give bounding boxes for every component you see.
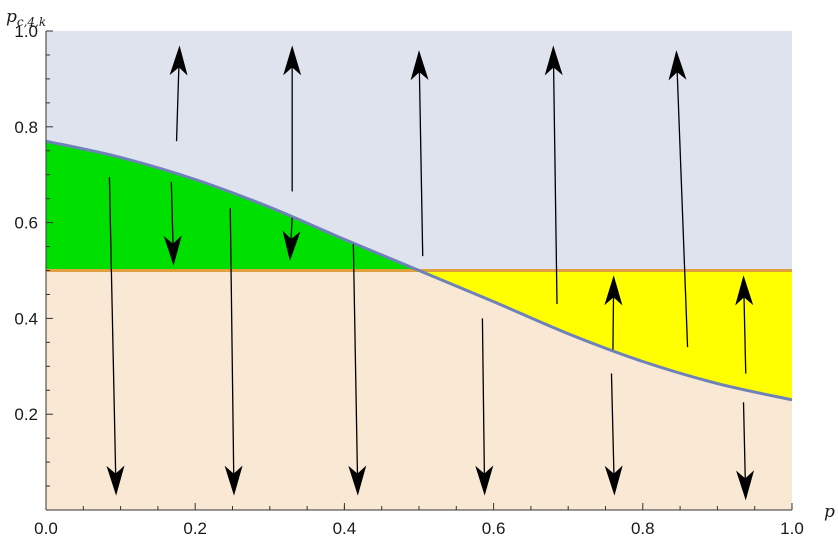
flow-arrow-head [736,470,755,501]
y-tick-label: 0.2 [14,405,38,424]
y-axis-title-main: p [6,7,17,27]
flow-arrow-head [224,465,243,496]
flow-arrow-head [668,50,687,81]
flow-arrow-shaft [229,208,235,474]
flow-arrow-head [735,275,754,306]
green-region [46,141,419,271]
flow-arrow-head [106,465,125,496]
flow-arrow [224,208,243,496]
flow-arrow [283,45,302,192]
flow-arrow [735,275,754,374]
x-tick-label: 0.2 [183,519,207,538]
flow-arrow-head [282,230,301,261]
flow-arrow-shaft [742,402,746,479]
flow-arrow [544,45,563,305]
flow-arrow-head [475,465,494,496]
flow-arrow [410,50,429,257]
y-tick-label: 0.6 [14,214,38,233]
flow-arrow [163,181,182,266]
flow-arrow-shaft [290,217,293,239]
flow-arrow-head [604,275,623,306]
y-axis-title: pc,4,k [6,7,46,29]
axes: 0.0 0.2 0.4 0.6 0.8 1.0 0.2 0.4 0.6 0.8 1.0 [14,22,803,538]
x-tick-label: 1.0 [780,519,804,538]
flow-arrow-head [348,465,367,496]
y-tick-label: 1.0 [14,22,38,41]
y-axis-title-sub: c,4,k [17,15,46,29]
flow-arrow-shaft [108,177,117,474]
flow-arrow [106,177,125,496]
flow-arrow-shaft [552,67,558,305]
arrows [106,45,755,501]
flow-arrow-shaft [418,72,424,257]
critical-curve [45,139,793,402]
x-tick-label: 0.0 [34,519,58,538]
lines [45,139,793,402]
flow-arrow [348,244,367,496]
x-axis-title: p [824,502,835,522]
flow-arrow-head [410,50,429,81]
x-tick-label: 0.4 [333,519,357,538]
flow-arrow-head [604,465,623,496]
flow-arrow-head [544,45,563,76]
flow-arrow-head [283,45,302,76]
flow-arrow [475,318,494,496]
flow-arrow [736,402,755,501]
flow-arrow-shaft [352,244,359,474]
flow-arrow [604,275,623,350]
flow-arrow-shaft [743,297,747,374]
x-tick-label: 0.8 [631,519,655,538]
x-tick-label: 0.6 [482,519,506,538]
y-tick-label: 0.4 [14,309,38,328]
flow-arrow-head [169,45,188,76]
flow-arrow [668,50,689,348]
y-tick-label: 0.8 [14,118,38,137]
flow-arrow-shaft [170,181,174,244]
flow-arrow-shaft [676,72,689,348]
yellow-region [419,270,792,400]
labels: pc,4,k p [6,7,835,522]
flow-arrow [169,45,188,142]
flow-arrow [282,217,301,261]
flow-arrow-shaft [481,318,486,474]
flow-arrow-shaft [175,67,180,142]
flow-arrow-shaft [610,373,615,474]
flow-arrow-shaft [612,297,615,350]
flow-arrow [604,373,623,496]
flow-arrow-head [163,235,182,266]
